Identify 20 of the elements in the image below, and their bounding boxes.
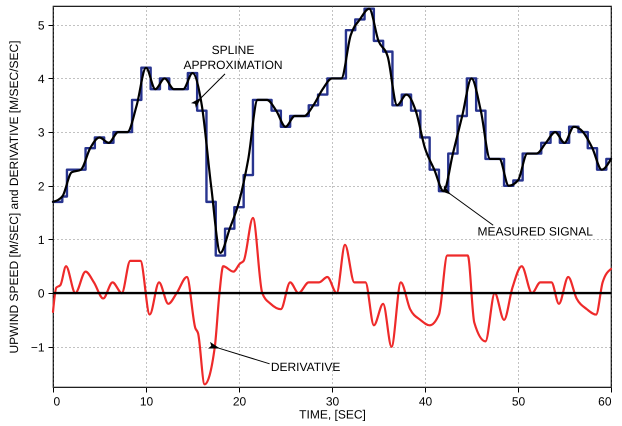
x-tick-label: 20 — [232, 394, 246, 408]
y-tick-label: 0 — [38, 286, 45, 301]
y-tick-label: 5 — [38, 18, 45, 32]
annotation: MEASURED SIGNAL — [478, 224, 594, 238]
y-tick-label: 1 — [38, 232, 45, 247]
annotation: SPLINE APPROXIMATION — [183, 42, 283, 72]
annotation: DERIVATIVE — [270, 360, 340, 374]
x-axis-title: TIME, [SEC] — [299, 408, 366, 422]
y-tick-label: 4 — [38, 72, 45, 86]
y-axis-title: UPWIND SPEED [M/SEC] and DERIVATIVE [M/SEC/SEC] — [6, 40, 21, 354]
x-tick-label: 60 — [598, 394, 612, 408]
y-tick-label: 2 — [38, 179, 45, 194]
x-tick-label: 50 — [512, 394, 526, 408]
x-tick-label: 10 — [140, 394, 154, 408]
line-series — [52, 216, 612, 386]
y-tick-label: −1 — [30, 340, 45, 354]
x-tick-label: 40 — [418, 394, 432, 408]
x-tick-label: 0 — [54, 394, 60, 408]
x-tick-label: 30 — [326, 394, 340, 408]
y-tick-label: 3 — [38, 126, 45, 140]
